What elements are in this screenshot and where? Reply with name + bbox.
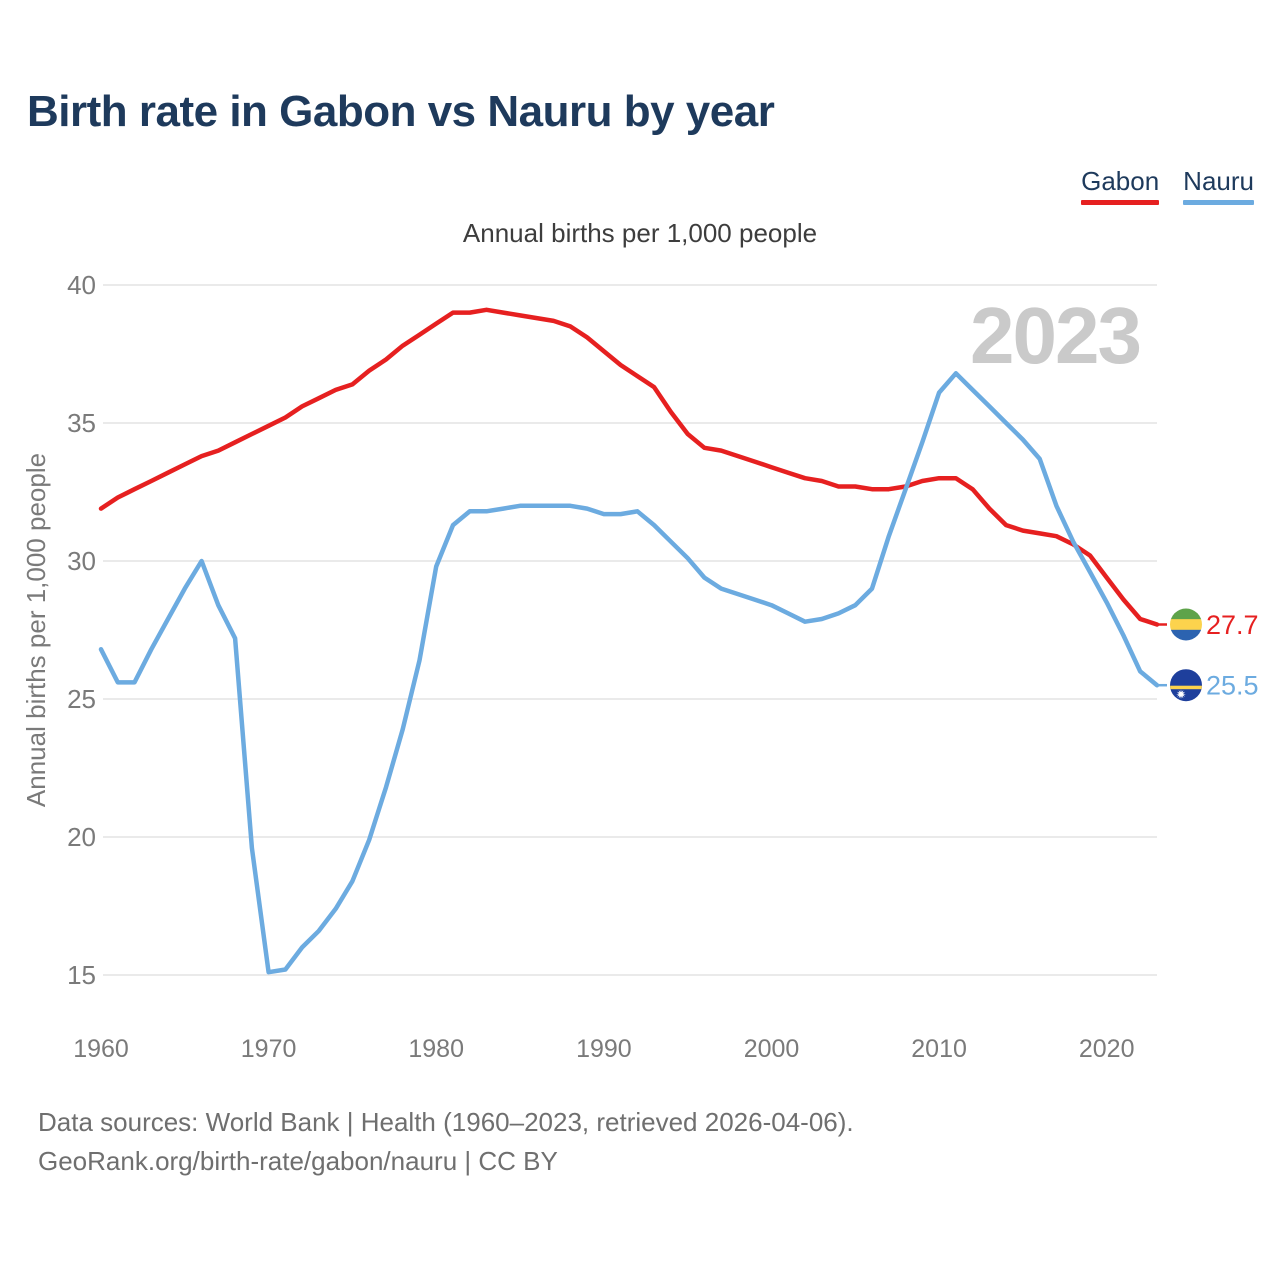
nauru-series-line [98,371,1160,975]
legend-swatch-nauru [1183,200,1254,205]
y-tick-label: 20 [67,822,96,852]
x-tick-label: 1970 [241,1035,297,1063]
gabon-series-line [98,307,1160,627]
legend-item-gabon[interactable]: Gabon [1081,166,1160,205]
legend: Gabon Nauru [1081,166,1254,205]
legend-label-nauru: Nauru [1183,166,1254,196]
nauru-flag [1170,669,1202,702]
legend-item-nauru[interactable]: Nauru [1183,166,1254,205]
y-tick-label: 25 [67,684,96,714]
url-line: GeoRank.org/birth-rate/gabon/nauru | CC … [38,1146,558,1176]
year-watermark: 2023 [970,291,1142,380]
x-tick-label: 2010 [911,1035,967,1063]
chart-subtitle: Annual births per 1,000 people [462,218,818,248]
y-tick-label: 40 [67,270,96,300]
source-line: Data sources: World Bank | Health (1960–… [38,1107,854,1137]
x-tick-label: 2000 [744,1035,800,1063]
legend-swatch-gabon [1081,200,1160,205]
y-tick-label: 30 [67,546,96,576]
x-tick-label: 2020 [1079,1035,1135,1063]
y-axis-title: Annual births per 1,000 people [21,453,51,807]
gabon-flag [1170,608,1202,641]
page-title: Birth rate in Gabon vs Nauru by year [27,87,775,136]
y-tick-label: 35 [67,408,96,438]
x-tick-label: 1990 [576,1035,632,1063]
legend-label-gabon: Gabon [1081,166,1160,196]
x-tick-label: 1980 [408,1035,464,1063]
nauru-end-value: 25.5 [1206,671,1259,701]
x-tick-label: 1960 [73,1035,129,1063]
gabon-end-value: 27.7 [1206,610,1259,640]
source-attribution: Data sources: World Bank | Health (1960–… [38,1103,854,1181]
y-tick-label: 15 [67,960,96,990]
